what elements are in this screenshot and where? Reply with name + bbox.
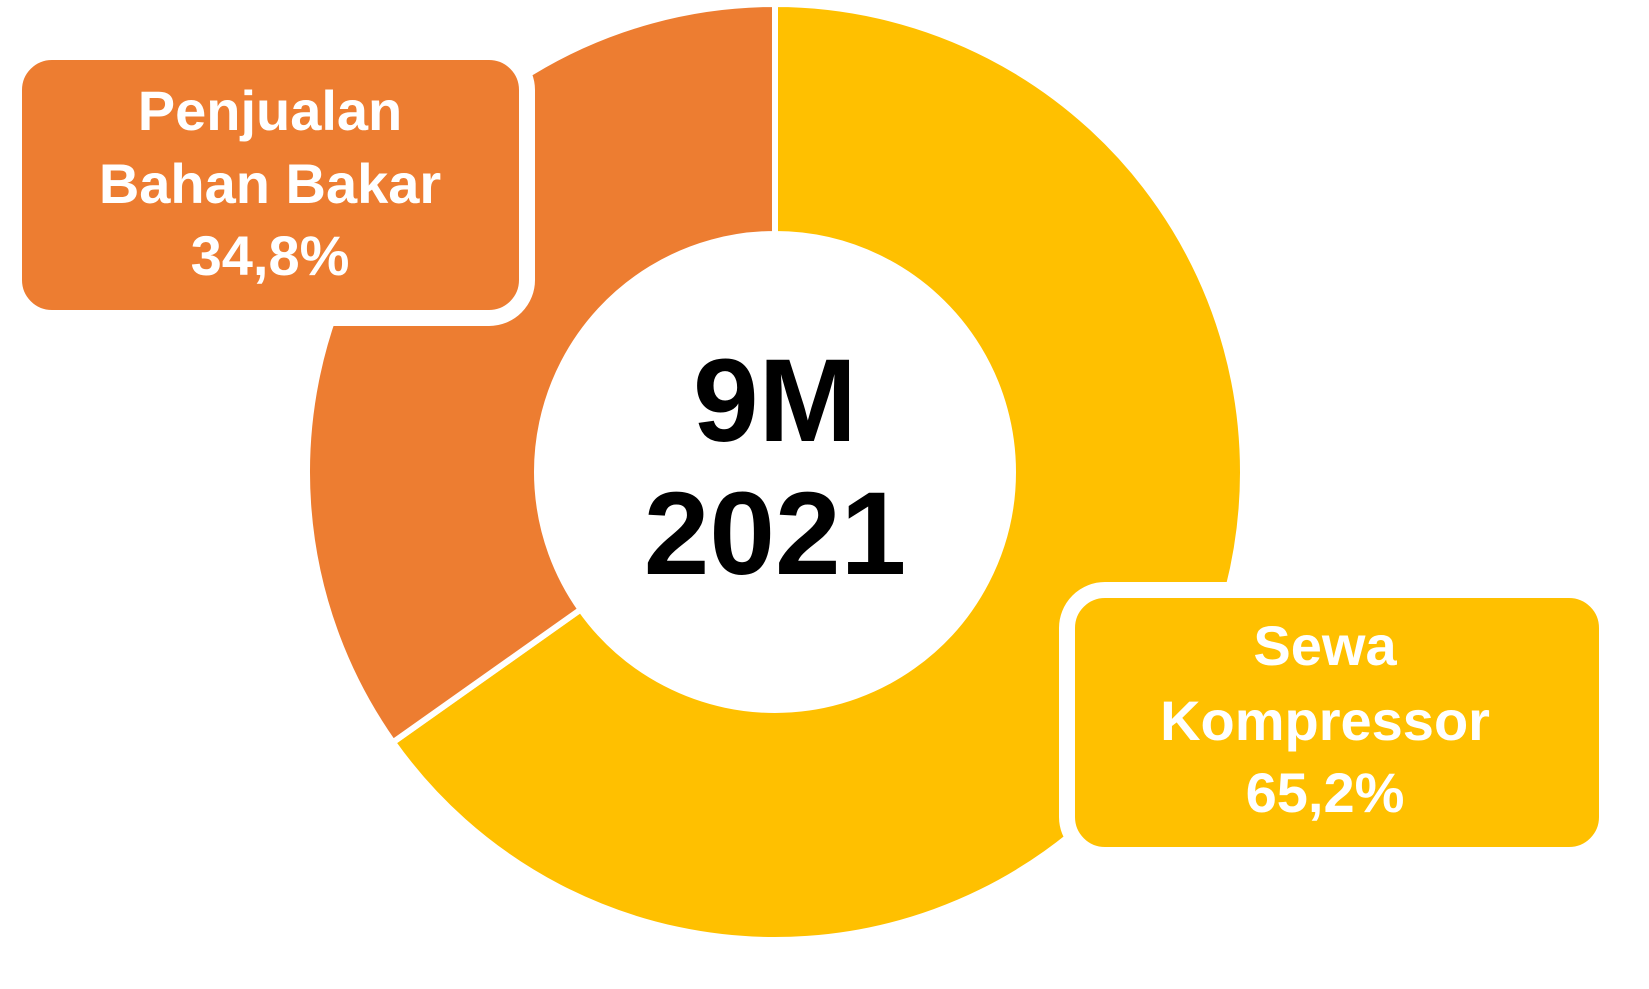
category-label: Bahan Bakar bbox=[99, 152, 441, 215]
category-label: Kompressor bbox=[1160, 689, 1490, 752]
category-label: Sewa bbox=[1253, 614, 1397, 677]
label-box bbox=[6, 44, 535, 326]
value-label: 34,8% bbox=[191, 224, 350, 287]
value-label: 65,2% bbox=[1246, 761, 1405, 824]
center-label: 2021 bbox=[644, 468, 907, 600]
donut-segment bbox=[388, 0, 1246, 943]
category-label: Penjualan bbox=[138, 79, 403, 142]
label-box bbox=[1059, 582, 1615, 863]
center-label: 9M bbox=[693, 335, 857, 467]
